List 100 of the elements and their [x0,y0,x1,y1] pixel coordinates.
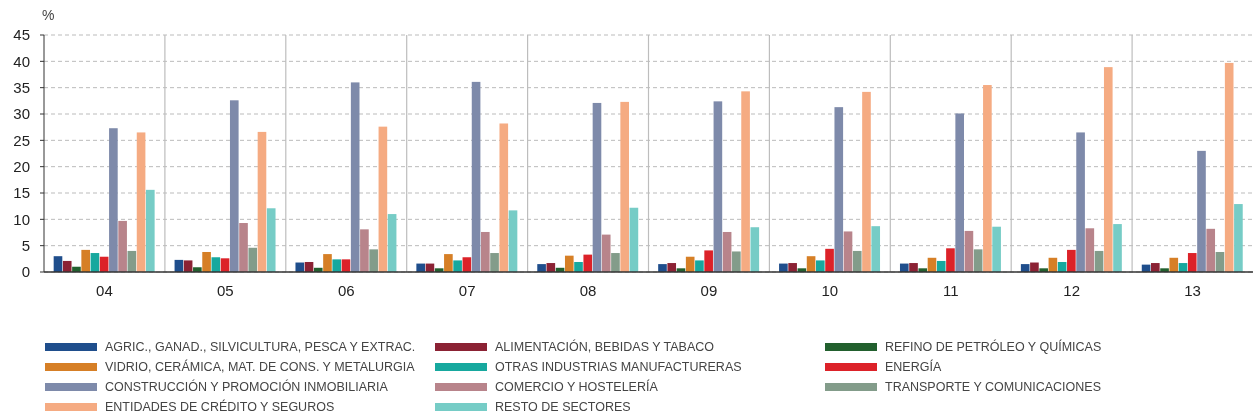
bar [257,131,267,272]
legend-label: TRANSPORTE Y COMUNICACIONES [885,380,1102,395]
y-tick-label: 25 [13,131,30,149]
y-tick-label: 15 [13,184,30,202]
bar [537,264,546,272]
bar [685,256,695,272]
bar [369,249,378,272]
y-tick-label: 10 [13,210,30,228]
x-tick-label: 11 [942,282,959,299]
bar [62,260,72,272]
bar [1076,132,1085,272]
x-tick-label: 05 [217,282,234,299]
bar [109,128,118,272]
legend-label: CONSTRUCCIÓN Y PROMOCIÓN INMOBILIARIA [105,379,389,395]
bar [741,91,750,272]
bar [825,248,834,272]
bar [704,250,713,272]
bar [964,230,974,272]
bar [481,231,490,272]
y-tick-label: 20 [13,157,30,175]
x-tick-label: 13 [1184,282,1201,299]
bar [239,223,248,272]
bar [574,261,583,272]
bar [862,91,871,272]
bar [229,100,239,272]
bar [955,113,964,272]
bar [620,101,629,272]
y-tick-label: 0 [21,263,30,281]
bar [266,208,276,272]
bar [81,249,90,272]
bar [146,189,155,272]
legend-label: COMERCIO Y HOSTELERÍA [495,379,659,395]
bar [1085,228,1095,272]
bar [722,231,732,272]
bar [936,260,946,272]
x-tick-label: 07 [458,282,476,299]
bar [1197,150,1206,272]
bar [332,259,342,272]
bar [992,226,1001,272]
bar [564,255,574,272]
bar [118,220,127,272]
bar [834,107,844,272]
bar [453,260,462,272]
bar [1224,62,1234,272]
bar [871,226,881,272]
x-tick-label: 04 [96,282,113,299]
y-axis-title: % [42,7,55,23]
bar [695,260,704,272]
bar [323,254,332,272]
bar [583,254,593,272]
legend-label: ALIMENTACIÓN, BEBIDAS Y TABACO [495,339,715,355]
bar [136,132,146,272]
bar [1234,204,1243,272]
x-tick-label: 09 [700,282,718,299]
bar [601,234,611,272]
bar [788,263,797,272]
bar [490,253,499,272]
legend-label: RESTO DE SECTORES [495,400,631,415]
bar [471,81,481,272]
bar [946,248,955,272]
bar [444,254,453,272]
bar [852,250,862,272]
legend-label: AGRIC., GANAD., SILVICULTURA, PESCA Y EXTRAC. [105,340,416,355]
legend-label: ENERGÍA [885,359,942,375]
legend-label: REFINO DE PETRÓLEO Y QUÍMICAS [885,339,1102,355]
bar [508,210,518,272]
y-tick-label: 40 [13,52,30,70]
bar [750,227,760,272]
legend-label: VIDRIO, CERÁMICA, MAT. DE CONS. Y METALURGIA [105,359,416,375]
y-tick-label: 35 [13,78,30,96]
x-tick-label: 08 [579,282,597,299]
bar [387,214,397,272]
y-tick-label: 45 [13,26,30,44]
bar [1169,257,1179,272]
bar [499,123,509,272]
bar [611,253,620,272]
y-tick-label: 30 [13,105,30,123]
legend-label: OTRAS INDUSTRIAS MANUFACTURERAS [495,360,742,375]
x-tick-label: 06 [337,282,355,299]
y-tick-label: 5 [21,236,30,254]
bar [1206,228,1216,272]
bar [592,102,602,272]
bar [1067,249,1076,272]
bar [909,263,918,272]
bar [667,263,677,272]
bar [360,229,369,272]
bar [843,231,853,272]
bar [658,264,667,272]
bar [816,260,825,272]
bar [248,247,258,272]
bar [629,207,639,272]
bar [1103,67,1113,272]
bar [973,249,983,272]
bar [378,126,388,272]
bar [202,251,211,272]
bar [983,85,992,272]
bar [1151,263,1160,272]
x-tick-label: 10 [821,282,839,299]
bar [713,101,723,272]
bar [1113,224,1122,272]
